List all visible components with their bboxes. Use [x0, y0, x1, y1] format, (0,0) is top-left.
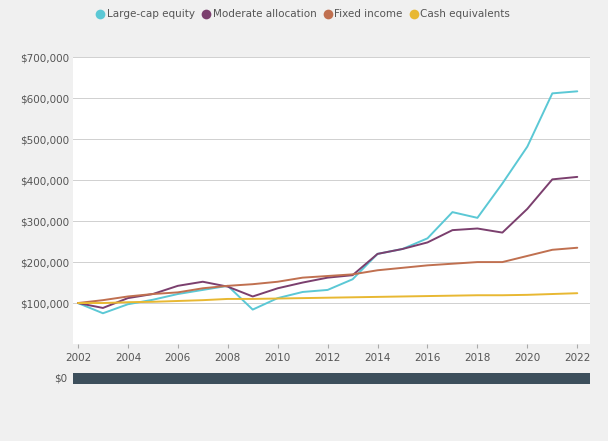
Cash equivalents	[249, 296, 257, 302]
Moderate allocation	[449, 228, 456, 233]
Fixed income	[474, 259, 481, 265]
Line: Large-cap equity: Large-cap equity	[78, 91, 577, 313]
Moderate allocation	[499, 230, 506, 235]
Cash equivalents	[374, 294, 381, 299]
Moderate allocation	[299, 280, 306, 285]
Moderate allocation	[374, 251, 381, 257]
Large-cap equity	[474, 215, 481, 220]
Moderate allocation	[399, 247, 406, 252]
Fixed income	[523, 253, 531, 258]
Fixed income	[374, 268, 381, 273]
Fixed income	[573, 245, 581, 250]
Cash equivalents	[99, 300, 106, 306]
Large-cap equity	[499, 181, 506, 186]
Fixed income	[224, 283, 232, 288]
Large-cap equity	[523, 144, 531, 149]
Moderate allocation	[149, 292, 156, 297]
Moderate allocation	[249, 294, 257, 299]
Cash equivalents	[299, 295, 306, 301]
Fixed income	[449, 261, 456, 266]
Large-cap equity	[548, 91, 556, 96]
Cash equivalents	[523, 292, 531, 298]
Fixed income	[149, 292, 156, 297]
Cash equivalents	[474, 293, 481, 298]
Large-cap equity	[573, 89, 581, 94]
Cash equivalents	[324, 295, 331, 300]
Large-cap equity	[399, 247, 406, 252]
Moderate allocation	[349, 273, 356, 278]
Moderate allocation	[74, 300, 81, 306]
Cash equivalents	[74, 300, 81, 306]
Cash equivalents	[199, 298, 207, 303]
Cash equivalents	[174, 298, 181, 303]
Cash equivalents	[399, 294, 406, 299]
Fixed income	[74, 300, 81, 306]
Line: Moderate allocation: Moderate allocation	[78, 177, 577, 308]
Fixed income	[399, 265, 406, 270]
Cash equivalents	[548, 292, 556, 297]
Moderate allocation	[548, 177, 556, 182]
Moderate allocation	[224, 284, 232, 289]
Moderate allocation	[474, 226, 481, 231]
Large-cap equity	[374, 251, 381, 257]
Cash equivalents	[274, 296, 282, 301]
Moderate allocation	[199, 279, 207, 284]
Moderate allocation	[573, 174, 581, 179]
Large-cap equity	[449, 209, 456, 215]
Fixed income	[124, 294, 131, 299]
Large-cap equity	[149, 297, 156, 303]
Moderate allocation	[99, 305, 106, 310]
Large-cap equity	[124, 302, 131, 307]
Large-cap equity	[174, 292, 181, 297]
Fixed income	[548, 247, 556, 252]
Fixed income	[174, 290, 181, 295]
Line: Fixed income: Fixed income	[78, 248, 577, 303]
Cash equivalents	[573, 291, 581, 296]
Cash equivalents	[349, 295, 356, 300]
Moderate allocation	[124, 295, 131, 301]
Cash equivalents	[124, 299, 131, 305]
Legend: Large-cap equity, Moderate allocation, Fixed income, Cash equivalents: Large-cap equity, Moderate allocation, F…	[94, 5, 514, 23]
Fixed income	[499, 259, 506, 265]
Fixed income	[424, 263, 431, 268]
Large-cap equity	[224, 283, 232, 288]
Fixed income	[274, 279, 282, 284]
Moderate allocation	[324, 275, 331, 280]
Moderate allocation	[523, 206, 531, 212]
Cash equivalents	[149, 299, 156, 304]
Line: Cash equivalents: Cash equivalents	[78, 293, 577, 303]
Large-cap equity	[424, 235, 431, 241]
Fixed income	[299, 275, 306, 280]
Large-cap equity	[299, 289, 306, 295]
Large-cap equity	[199, 287, 207, 292]
Large-cap equity	[274, 295, 282, 301]
Cash equivalents	[449, 293, 456, 298]
Moderate allocation	[274, 286, 282, 291]
Fixed income	[249, 281, 257, 287]
Large-cap equity	[99, 310, 106, 316]
Text: $0: $0	[54, 373, 67, 383]
Large-cap equity	[74, 300, 81, 306]
Fixed income	[99, 298, 106, 303]
Large-cap equity	[324, 287, 331, 292]
Cash equivalents	[499, 293, 506, 298]
Cash equivalents	[224, 296, 232, 302]
Fixed income	[349, 272, 356, 277]
Moderate allocation	[174, 283, 181, 288]
Cash equivalents	[424, 293, 431, 299]
Moderate allocation	[424, 240, 431, 245]
Large-cap equity	[249, 307, 257, 312]
Large-cap equity	[349, 277, 356, 282]
Fixed income	[199, 286, 207, 291]
Fixed income	[324, 273, 331, 279]
